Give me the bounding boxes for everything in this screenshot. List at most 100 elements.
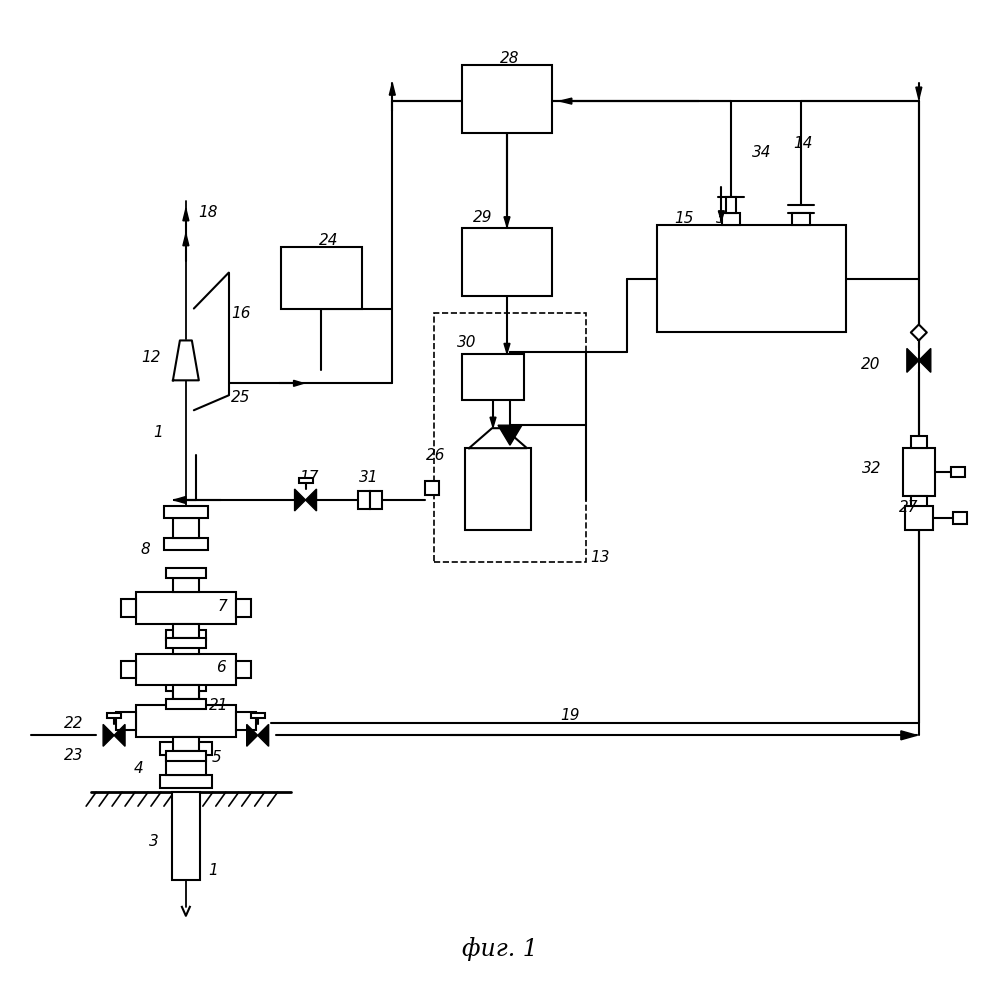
Text: 27: 27 bbox=[899, 500, 919, 516]
Bar bbox=[172, 792, 200, 880]
Bar bbox=[426, 481, 440, 495]
Text: 4: 4 bbox=[134, 760, 144, 775]
Bar bbox=[166, 755, 206, 775]
Bar bbox=[173, 639, 199, 654]
Bar bbox=[236, 713, 256, 731]
Polygon shape bbox=[919, 349, 931, 373]
Text: 16: 16 bbox=[231, 306, 251, 321]
Bar bbox=[281, 247, 363, 308]
Text: фиг. 1: фиг. 1 bbox=[463, 936, 537, 961]
Bar bbox=[251, 714, 265, 719]
Bar bbox=[166, 682, 206, 692]
Bar bbox=[166, 751, 206, 761]
Bar bbox=[164, 506, 208, 518]
Text: 22: 22 bbox=[64, 716, 83, 731]
Bar bbox=[466, 448, 530, 530]
Text: 18: 18 bbox=[198, 206, 218, 221]
Polygon shape bbox=[503, 217, 509, 227]
Text: 14: 14 bbox=[793, 136, 813, 151]
Text: 31: 31 bbox=[359, 469, 378, 484]
Bar bbox=[903, 448, 935, 496]
Bar bbox=[435, 312, 585, 562]
Bar bbox=[236, 598, 251, 616]
Bar bbox=[160, 743, 212, 755]
Bar bbox=[953, 512, 967, 524]
Polygon shape bbox=[114, 725, 125, 746]
Bar bbox=[371, 491, 383, 509]
Polygon shape bbox=[247, 725, 258, 746]
Bar bbox=[173, 623, 199, 637]
Text: 28: 28 bbox=[500, 51, 519, 66]
Text: 15: 15 bbox=[674, 212, 694, 227]
Text: 5: 5 bbox=[212, 749, 222, 764]
Text: 25: 25 bbox=[231, 390, 251, 405]
Text: 3: 3 bbox=[149, 834, 159, 849]
Polygon shape bbox=[183, 209, 189, 221]
Text: 8: 8 bbox=[140, 543, 150, 558]
Bar bbox=[656, 225, 846, 332]
Bar bbox=[792, 213, 810, 225]
Bar bbox=[173, 578, 199, 591]
Polygon shape bbox=[901, 731, 917, 740]
Polygon shape bbox=[907, 349, 919, 373]
Polygon shape bbox=[718, 211, 724, 221]
Text: 1: 1 bbox=[208, 864, 218, 879]
Text: 6: 6 bbox=[216, 660, 226, 675]
Text: 1: 1 bbox=[153, 424, 163, 439]
Polygon shape bbox=[103, 725, 114, 746]
Polygon shape bbox=[390, 83, 396, 95]
Bar bbox=[160, 775, 212, 788]
Polygon shape bbox=[470, 428, 526, 448]
Text: 19: 19 bbox=[560, 708, 579, 723]
Polygon shape bbox=[491, 417, 497, 427]
Text: 24: 24 bbox=[319, 234, 339, 248]
Text: 34: 34 bbox=[751, 145, 771, 160]
Bar bbox=[905, 506, 933, 530]
Polygon shape bbox=[503, 344, 509, 354]
Polygon shape bbox=[174, 496, 186, 504]
Bar bbox=[299, 478, 313, 483]
Bar bbox=[121, 598, 136, 616]
Bar bbox=[911, 496, 927, 508]
Polygon shape bbox=[183, 234, 189, 246]
Text: 33: 33 bbox=[715, 212, 735, 227]
Bar bbox=[166, 568, 206, 578]
Polygon shape bbox=[911, 324, 927, 340]
Polygon shape bbox=[306, 489, 317, 511]
Polygon shape bbox=[499, 425, 521, 445]
Bar bbox=[173, 686, 199, 700]
Bar bbox=[236, 661, 251, 679]
Bar bbox=[136, 654, 236, 686]
Bar bbox=[173, 738, 199, 751]
Text: 20: 20 bbox=[861, 357, 881, 372]
Text: 29: 29 bbox=[474, 211, 493, 226]
Text: 23: 23 bbox=[64, 747, 83, 762]
Bar bbox=[116, 713, 136, 731]
Bar bbox=[166, 637, 206, 647]
Bar bbox=[726, 197, 736, 213]
Bar bbox=[722, 213, 740, 225]
Bar bbox=[463, 66, 551, 133]
Polygon shape bbox=[295, 489, 306, 511]
Text: 7: 7 bbox=[218, 599, 228, 614]
Bar bbox=[173, 692, 199, 706]
Bar bbox=[136, 591, 236, 623]
Bar bbox=[107, 714, 121, 719]
Text: 26: 26 bbox=[427, 447, 446, 462]
Text: 12: 12 bbox=[141, 350, 161, 365]
Text: 30: 30 bbox=[458, 335, 477, 350]
Bar bbox=[463, 355, 523, 401]
Bar bbox=[173, 518, 199, 538]
Bar bbox=[136, 706, 236, 738]
Polygon shape bbox=[258, 725, 269, 746]
Text: 32: 32 bbox=[862, 460, 882, 475]
Polygon shape bbox=[173, 340, 199, 381]
Polygon shape bbox=[559, 98, 571, 104]
Text: 21: 21 bbox=[209, 698, 229, 713]
Bar bbox=[121, 661, 136, 679]
Bar bbox=[463, 228, 551, 295]
Bar bbox=[359, 491, 371, 509]
Bar bbox=[166, 629, 206, 639]
Text: 17: 17 bbox=[299, 469, 319, 484]
Polygon shape bbox=[916, 87, 922, 99]
